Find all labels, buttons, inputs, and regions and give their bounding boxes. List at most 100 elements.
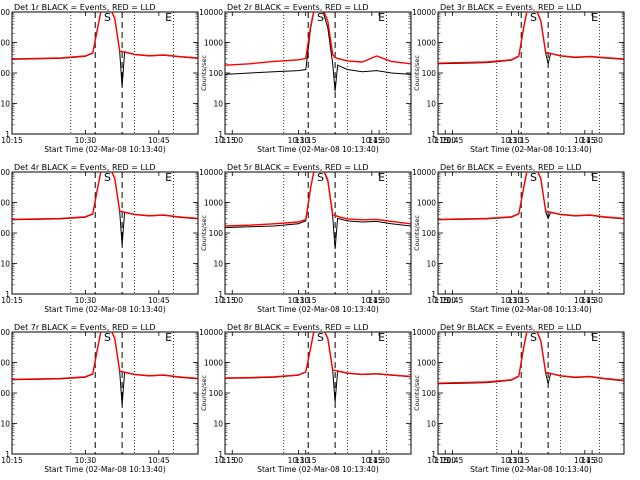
y-tick-label: 100 xyxy=(209,229,224,238)
chart-panel-2: Det 2r BLACK = Events, RED = LLD 1 10 100 10… xyxy=(199,3,603,154)
chart-panel-1: Det 1r BLACK = Events, RED = LLD 1 10 100 10… xyxy=(0,3,464,154)
chart-panel-7: Det 7r BLACK = Events, RED = LLD 1 10 100 10… xyxy=(0,323,464,474)
y-tick-label: 10 xyxy=(0,420,10,429)
y-axis-label: Counts/sec xyxy=(413,375,421,411)
x-tick-label: 11:45 xyxy=(442,456,464,465)
marker-e: E xyxy=(378,11,385,24)
x-axis-label: Start Time (02-Mar-08 10:13:40) xyxy=(44,305,166,314)
x-tick-label: 10:30 xyxy=(75,456,97,465)
y-tick-label: 10000 xyxy=(199,168,223,177)
plot-frame xyxy=(11,171,199,295)
x-tick-label: 11:15 xyxy=(508,456,530,465)
x-tick-label: 11:00 xyxy=(434,456,456,465)
x-axis-label: Start Time (02-Mar-08 10:13:40) xyxy=(257,145,379,154)
plot-frame xyxy=(437,11,625,135)
x-tick-label: 10:30 xyxy=(75,296,97,305)
y-tick-label: 10 xyxy=(426,260,436,269)
marker-s: S xyxy=(317,171,324,184)
x-tick-label: 10:30 xyxy=(501,136,523,145)
x-tick-label: 11:45 xyxy=(442,296,464,305)
x-tick-label: 11:00 xyxy=(221,136,243,145)
chart-panel-9: Det 9r BLACK = Events, RED = LLD 1 10 100 10… xyxy=(412,323,625,474)
x-tick-label: 10:30 xyxy=(288,136,310,145)
y-axis-label: Counts/sec xyxy=(200,215,208,251)
y-tick-label: 1000 xyxy=(0,359,10,368)
series-line-events xyxy=(225,12,411,92)
x-tick-label: 10:30 xyxy=(75,136,97,145)
x-tick-label: 10:45 xyxy=(361,456,383,465)
x-tick-label: 10:15 xyxy=(1,136,23,145)
series-line-lld xyxy=(438,172,624,221)
panel-title: Det 2r BLACK = Events, RED = LLD xyxy=(227,3,369,12)
y-tick-label: 1000 xyxy=(417,39,436,48)
marker-s: S xyxy=(317,331,324,344)
y-tick-label: 1000 xyxy=(0,39,10,48)
series-line-lld xyxy=(438,332,624,384)
marker-e: E xyxy=(165,11,172,24)
y-axis-label: Counts/sec xyxy=(200,375,208,411)
marker-s: S xyxy=(530,171,537,184)
panel-title: Det 6r BLACK = Events, RED = LLD xyxy=(440,163,582,172)
series-group xyxy=(438,332,624,385)
y-tick-label: 1 xyxy=(431,450,436,459)
y-axis-label: Counts/sec xyxy=(413,55,421,91)
y-tick-label: 10 xyxy=(426,420,436,429)
marker-e: E xyxy=(591,11,598,24)
panel-title: Det 5r BLACK = Events, RED = LLD xyxy=(227,163,369,172)
y-tick-label: 10000 xyxy=(199,328,223,337)
x-tick-label: 10:15 xyxy=(427,296,449,305)
chart-panel-5: Det 5r BLACK = Events, RED = LLD 1 10 100 10… xyxy=(199,163,603,314)
x-tick-label: 11:30 xyxy=(368,296,390,305)
x-tick-label: 11:30 xyxy=(368,136,390,145)
x-tick-label: 10:45 xyxy=(148,136,170,145)
chart-panel-8: Det 8r BLACK = Events, RED = LLD 1 10 100 10… xyxy=(199,323,603,474)
panel-title: Det 4r BLACK = Events, RED = LLD xyxy=(14,163,156,172)
y-tick-label: 10 xyxy=(0,100,10,109)
x-tick-label: 11:15 xyxy=(295,136,317,145)
y-tick-label: 10000 xyxy=(412,168,436,177)
y-tick-label: 100 xyxy=(422,229,437,238)
y-tick-label: 1000 xyxy=(417,359,436,368)
marker-s: S xyxy=(530,11,537,24)
series-group xyxy=(438,12,624,65)
x-tick-label: 11:15 xyxy=(295,296,317,305)
y-tick-label: 1 xyxy=(218,130,223,139)
panel-title: Det 3r BLACK = Events, RED = LLD xyxy=(440,3,582,12)
y-tick-label: 100 xyxy=(209,69,224,78)
x-tick-label: 10:45 xyxy=(148,296,170,305)
series-line-lld xyxy=(225,172,411,227)
x-tick-label: 10:45 xyxy=(574,456,596,465)
y-tick-label: 10000 xyxy=(0,8,10,17)
panel-title: Det 7r BLACK = Events, RED = LLD xyxy=(14,323,156,332)
marker-e: E xyxy=(165,171,172,184)
x-tick-label: 10:30 xyxy=(501,296,523,305)
marker-e: E xyxy=(591,331,598,344)
y-tick-label: 100 xyxy=(209,389,224,398)
y-tick-label: 10000 xyxy=(0,328,10,337)
y-tick-label: 10 xyxy=(0,260,10,269)
x-tick-label: 11:30 xyxy=(581,296,603,305)
x-axis-label: Start Time (02-Mar-08 10:13:40) xyxy=(470,305,592,314)
y-tick-label: 1 xyxy=(431,290,436,299)
chart-panel-3: Det 3r BLACK = Events, RED = LLD 1 10 100 10… xyxy=(412,3,625,154)
x-tick-label: 10:15 xyxy=(427,136,449,145)
plot-frame xyxy=(224,171,412,295)
series-group xyxy=(225,332,411,403)
y-tick-label: 10000 xyxy=(0,168,10,177)
x-axis-label: Start Time (02-Mar-08 10:13:40) xyxy=(44,465,166,474)
series-line-lld xyxy=(12,12,198,60)
x-tick-label: 11:15 xyxy=(508,136,530,145)
y-tick-label: 1000 xyxy=(417,199,436,208)
y-tick-label: 10 xyxy=(213,260,223,269)
x-tick-label: 11:30 xyxy=(581,456,603,465)
x-tick-label: 10:45 xyxy=(574,296,596,305)
x-tick-label: 10:30 xyxy=(501,456,523,465)
y-tick-label: 100 xyxy=(0,229,10,238)
y-tick-label: 100 xyxy=(0,69,10,78)
panel-title: Det 1r BLACK = Events, RED = LLD xyxy=(14,3,156,12)
x-tick-label: 10:15 xyxy=(214,456,236,465)
x-tick-label: 10:30 xyxy=(288,296,310,305)
chart-panel-4: Det 4r BLACK = Events, RED = LLD 1 10 100 10… xyxy=(0,163,464,314)
marker-s: S xyxy=(530,331,537,344)
x-axis-label: Start Time (02-Mar-08 10:13:40) xyxy=(44,145,166,154)
